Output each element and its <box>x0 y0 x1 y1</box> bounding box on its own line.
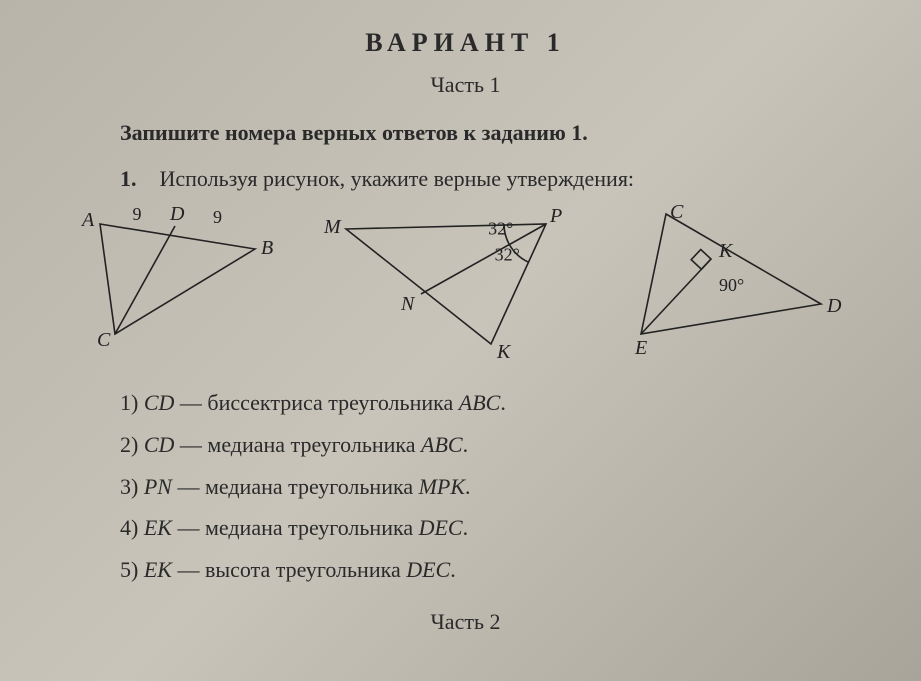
options-list: 1) CD — биссектриса треугольника ABC.2) … <box>120 382 861 591</box>
worksheet-page: ВАРИАНТ 1 Часть 1 Запишите номера верных… <box>0 0 921 655</box>
figures-row: A D B C 9 9 M P N K 32° 32° C K E <box>80 204 851 364</box>
option-item: 2) CD — медиана треугольника ABC. <box>120 424 861 466</box>
svg-text:K: K <box>496 341 512 363</box>
svg-text:9: 9 <box>133 204 142 224</box>
option-item: 1) CD — биссектриса треугольника ABC. <box>120 382 861 424</box>
figure-mpk: M P N K 32° 32° <box>326 204 586 364</box>
svg-text:32°: 32° <box>488 218 513 238</box>
question-1: 1. Используя рисунок, укажите верные утв… <box>120 166 861 192</box>
figure-abc: A D B C 9 9 <box>80 204 300 364</box>
variant-title: ВАРИАНТ 1 <box>70 28 861 58</box>
svg-text:P: P <box>549 205 562 227</box>
svg-text:D: D <box>826 295 842 317</box>
svg-text:K: K <box>718 240 734 262</box>
figure-dec: C K E D 90° <box>611 204 851 364</box>
svg-text:A: A <box>80 209 95 231</box>
svg-text:32°: 32° <box>494 244 519 264</box>
svg-text:N: N <box>400 293 416 315</box>
svg-text:D: D <box>169 203 185 225</box>
part-2-heading: Часть 2 <box>70 609 861 635</box>
svg-text:90°: 90° <box>719 275 744 295</box>
svg-text:C: C <box>670 201 684 223</box>
part-1-heading: Часть 1 <box>70 72 861 98</box>
option-item: 5) EK — высота треугольника DEC. <box>120 549 861 591</box>
svg-text:9: 9 <box>213 207 222 227</box>
svg-text:E: E <box>634 337 647 359</box>
svg-text:C: C <box>97 329 111 351</box>
svg-text:M: M <box>323 216 342 238</box>
question-number: 1. <box>120 166 154 192</box>
option-item: 4) EK — медиана треугольника DEC. <box>120 507 861 549</box>
svg-text:B: B <box>261 237 273 259</box>
instruction-text: Запишите номера верных ответов к заданию… <box>120 120 861 146</box>
question-text: Используя рисунок, укажите верные утверж… <box>160 166 635 191</box>
option-item: 3) PN — медиана треугольника MPK. <box>120 466 861 508</box>
